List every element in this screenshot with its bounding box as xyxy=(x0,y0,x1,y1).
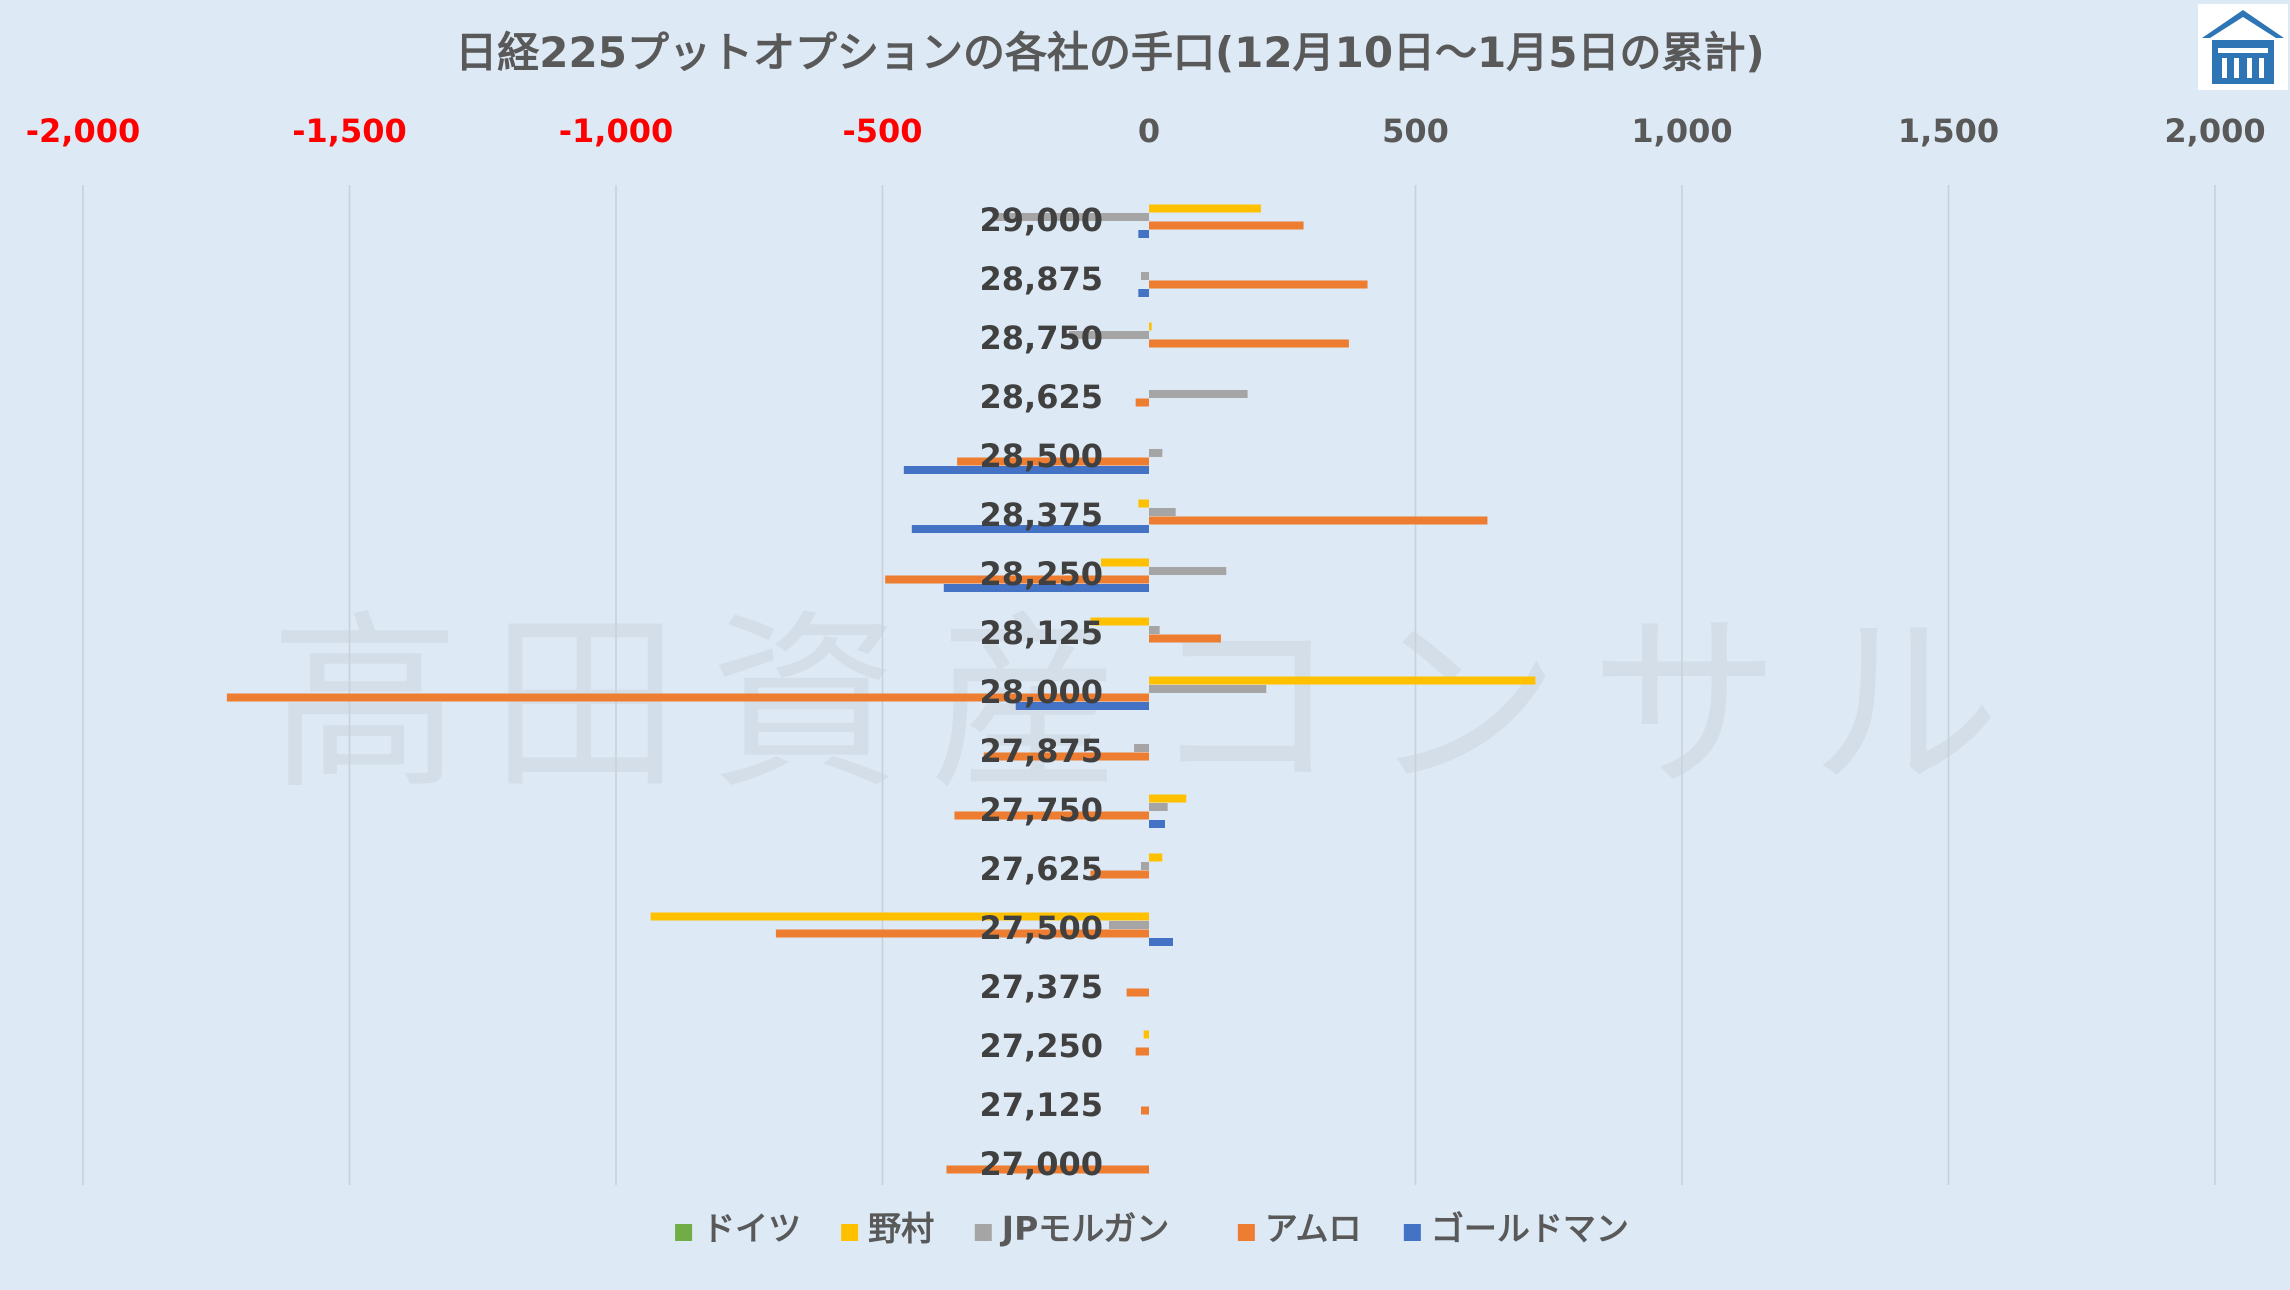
bar-JPモルガン-28,000 xyxy=(1149,685,1267,693)
bar-アムロ-27,250 xyxy=(1135,1047,1149,1056)
bar-野村-28,000 xyxy=(1149,676,1536,685)
x-tick-label: -2,000 xyxy=(26,112,141,150)
legend-swatch xyxy=(1237,1224,1255,1241)
bar-ゴールドマン-28,500 xyxy=(903,466,1149,474)
grid-lines xyxy=(82,185,2216,1185)
bar-JPモルガン-27,875 xyxy=(1134,744,1149,752)
bar-JPモルガン-28,125 xyxy=(1149,626,1160,634)
bar-ゴールドマン-28,375 xyxy=(911,525,1149,533)
bar-野村-28,375 xyxy=(1138,499,1149,508)
bar-野村-28,250 xyxy=(1101,558,1149,567)
bar-野村-27,625 xyxy=(1149,853,1163,862)
category-label: 27,125 xyxy=(980,1086,1103,1124)
category-label: 28,000 xyxy=(980,673,1103,711)
bar-アムロ-28,125 xyxy=(1149,634,1221,643)
legend-swatch xyxy=(974,1224,992,1241)
bar-アムロ-28,000 xyxy=(226,693,1149,702)
x-tick-label: 2,000 xyxy=(2164,112,2265,150)
legend-label: ドイツ xyxy=(702,1209,801,1248)
bar-JPモルガン-28,875 xyxy=(1141,272,1149,280)
bar-アムロ-27,875 xyxy=(983,752,1149,761)
legend: ドイツ 野村 JPモルガン アムロ ゴールドマン xyxy=(675,1209,1629,1248)
legend-label: JPモルガン xyxy=(1000,1209,1169,1248)
chart-title: 日経225プットオプションの各社の手口(12月10日～1月5日の累計) xyxy=(455,28,1764,77)
bar-アムロ-29,000 xyxy=(1149,221,1304,230)
bar-アムロ-28,625 xyxy=(1135,398,1149,407)
bar-ゴールドマン-28,875 xyxy=(1138,289,1149,297)
category-label: 27,625 xyxy=(980,850,1103,888)
x-tick-label: -500 xyxy=(842,112,922,150)
bar-野村-27,250 xyxy=(1143,1030,1149,1039)
bar-野村-28,125 xyxy=(1090,617,1149,626)
house-logo-icon xyxy=(2198,4,2288,90)
bar-アムロ-28,500 xyxy=(957,457,1149,466)
bar-JPモルガン-28,625 xyxy=(1149,390,1248,398)
bar-ゴールドマン-27,500 xyxy=(1149,938,1173,946)
bar-ゴールドマン-29,000 xyxy=(1138,230,1149,238)
category-label: 28,375 xyxy=(980,496,1103,534)
bar-JPモルガン-28,375 xyxy=(1149,508,1176,516)
category-label: 27,250 xyxy=(980,1027,1103,1065)
bar-ゴールドマン-27,750 xyxy=(1149,820,1165,828)
bar-アムロ-27,750 xyxy=(954,811,1149,820)
bar-野村-27,500 xyxy=(650,912,1149,921)
bar-アムロ-28,375 xyxy=(1149,516,1488,525)
legend-swatch xyxy=(675,1224,693,1241)
legend-label: 野村 xyxy=(868,1209,934,1248)
bar-アムロ-27,375 xyxy=(1126,988,1149,997)
bar-アムロ-27,000 xyxy=(946,1165,1149,1174)
x-axis-ticks: -2,000 -1,500 -1,000 -500 0 500 1,000 1,500 2,00… xyxy=(26,112,2266,150)
bar-JPモルガン-27,500 xyxy=(1109,921,1149,929)
bar-ゴールドマン-28,000 xyxy=(1015,702,1149,710)
bar-JPモルガン-28,500 xyxy=(1149,449,1163,457)
legend-label: アムロ xyxy=(1265,1209,1362,1248)
x-tick-label: -1,000 xyxy=(559,112,674,150)
bar-アムロ-27,500 xyxy=(775,929,1149,938)
category-label: 28,250 xyxy=(980,555,1103,593)
category-label: 27,375 xyxy=(980,968,1103,1006)
x-tick-label: 1,000 xyxy=(1631,112,1732,150)
bar-アムロ-28,750 xyxy=(1149,339,1349,348)
bar-アムロ-27,625 xyxy=(1090,870,1149,879)
category-label: 28,500 xyxy=(980,437,1103,475)
bar-野村-29,000 xyxy=(1149,204,1261,213)
bar-JPモルガン-28,750 xyxy=(1069,331,1149,339)
x-tick-label: 1,500 xyxy=(1898,112,1999,150)
category-label: 27,750 xyxy=(980,791,1103,829)
bar-JPモルガン-29,000 xyxy=(994,213,1149,221)
bar-JPモルガン-27,625 xyxy=(1141,862,1149,870)
category-label: 29,000 xyxy=(980,201,1103,239)
category-label: 27,000 xyxy=(980,1145,1103,1183)
bar-ゴールドマン-28,250 xyxy=(943,584,1149,592)
x-tick-label: 0 xyxy=(1138,112,1160,150)
legend-swatch xyxy=(1403,1224,1421,1241)
legend-label: ゴールドマン xyxy=(1431,1209,1629,1248)
category-label: 28,750 xyxy=(980,319,1103,357)
category-labels: 29,000 28,875 28,750 28,625 28,500 28,375 28,2… xyxy=(980,201,1103,1183)
category-label: 27,875 xyxy=(980,732,1103,770)
bar-JPモルガン-28,250 xyxy=(1149,567,1227,575)
bar-アムロ-27,125 xyxy=(1141,1106,1149,1115)
bar-アムロ-28,875 xyxy=(1149,280,1368,289)
x-tick-label: 500 xyxy=(1382,112,1449,150)
bar-JPモルガン-27,750 xyxy=(1149,803,1168,811)
category-label: 28,875 xyxy=(980,260,1103,298)
category-label: 27,500 xyxy=(980,909,1103,947)
category-label: 28,625 xyxy=(980,378,1103,416)
x-tick-label: -1,500 xyxy=(292,112,407,150)
bar-marks xyxy=(226,204,1536,1174)
category-label: 28,125 xyxy=(980,614,1103,652)
bar-野村-28,750 xyxy=(1149,322,1152,331)
bar-アムロ-28,250 xyxy=(885,575,1149,584)
bar-野村-27,750 xyxy=(1149,794,1187,803)
legend-swatch xyxy=(841,1224,859,1241)
